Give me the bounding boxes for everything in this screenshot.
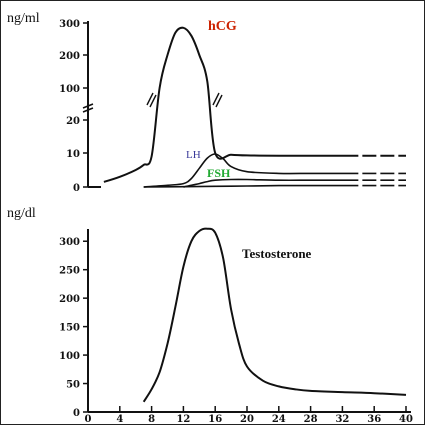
x-tick-label: 24 [272,414,286,424]
top-y-ticks: 0 10 20 100 200 300 [59,19,94,194]
bottom-y-tick-label: 250 [59,266,80,277]
top-y-tick-label: 10 [66,149,80,160]
x-ticks: 4 8 12 16 20 24 28 32 36 40 0 [85,406,413,424]
bottom-unit-label: ng/dl [7,206,36,221]
top-y-tick-label: 300 [59,19,80,30]
series-lh [143,153,406,188]
bottom-y-tick-label: 0 [73,408,80,419]
series-unlabelled [143,184,406,188]
top-y-tick-label: 20 [66,116,80,127]
curve-break-mark [212,92,223,108]
x-tick-label-zero: 0 [85,414,92,424]
series-fsh [183,178,406,188]
bottom-y-tick-label: 50 [66,380,80,391]
series-hcg [103,26,406,183]
x-tick-label: 20 [240,414,254,424]
series-testosterone [142,227,407,403]
lh-label: LH [186,149,201,161]
x-tick-label: 4 [116,414,123,424]
bottom-y-tick-label: 100 [59,351,80,362]
bottom-y-tick-label: 300 [59,237,80,248]
x-tick-label: 28 [304,414,318,424]
curve-break-mark [146,92,157,108]
hcg-label: hCG [208,19,237,34]
series-layer [103,26,407,403]
top-y-tick-label: 200 [59,51,80,62]
top-y-tick-label: 0 [73,183,80,194]
top-y-tick-label: 100 [59,84,80,95]
fsh-label: FSH [207,166,231,180]
axis-break-mark [82,103,94,113]
top-unit-label: ng/ml [7,11,40,26]
x-tick-label: 40 [399,414,413,424]
x-tick-label: 32 [335,414,349,424]
bottom-y-tick-label: 200 [59,294,80,305]
bottom-y-tick-label: 150 [59,323,80,334]
testosterone-label: Testosterone [242,246,312,261]
x-tick-label: 16 [208,414,222,424]
x-tick-label: 36 [367,414,381,424]
x-tick-label: 12 [176,414,190,424]
bottom-y-ticks: 0 50 100 150 200 250 300 [59,237,88,419]
x-tick-label: 8 [148,414,155,424]
